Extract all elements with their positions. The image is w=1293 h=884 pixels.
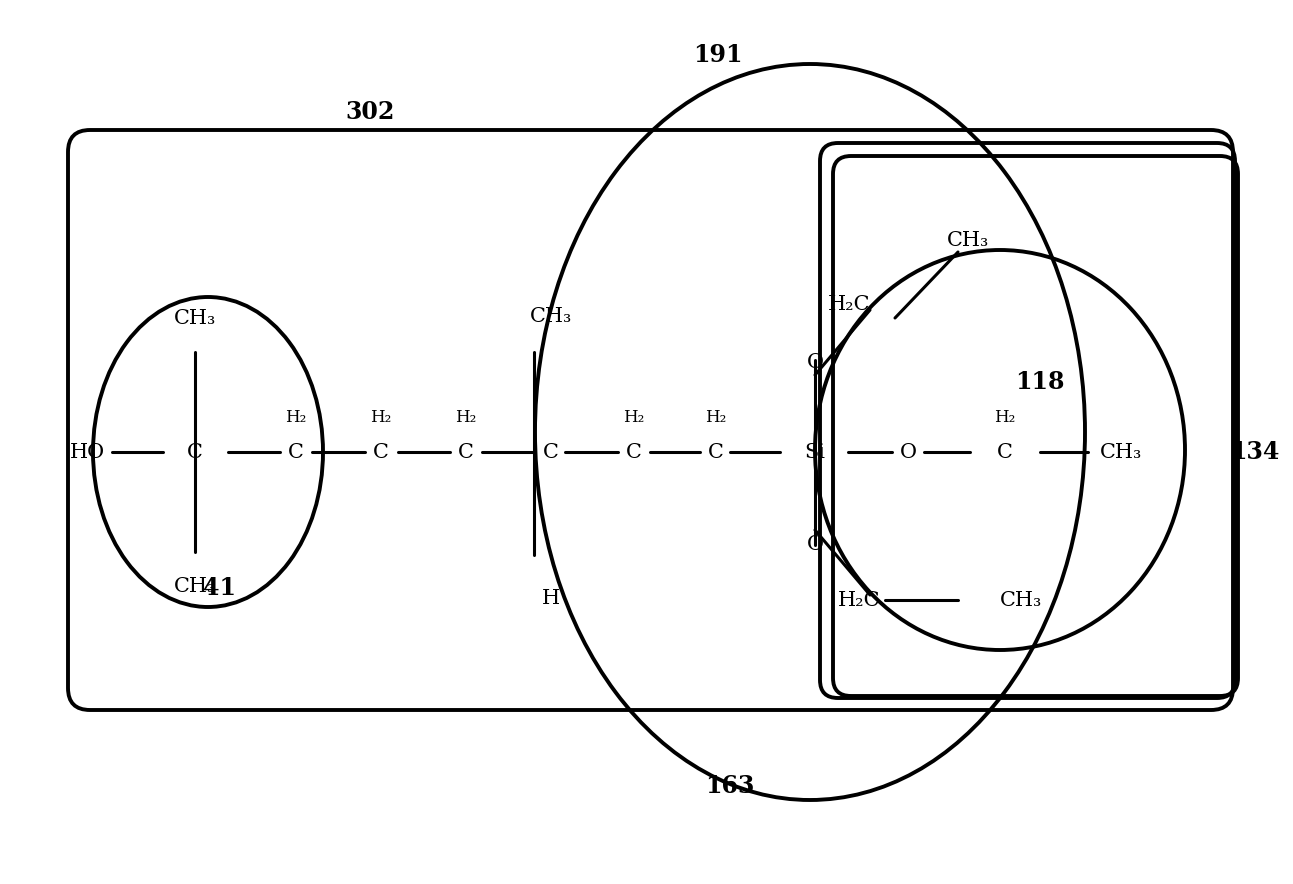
Text: C: C [374, 443, 389, 461]
Text: CH₃: CH₃ [173, 576, 216, 596]
Text: H₂: H₂ [706, 409, 727, 426]
Text: H₂: H₂ [455, 409, 477, 426]
Text: CH₃: CH₃ [1100, 443, 1142, 461]
Text: CH₃: CH₃ [530, 307, 572, 325]
Text: 41: 41 [203, 576, 237, 600]
Text: H₂C: H₂C [828, 295, 870, 315]
Text: 134: 134 [1231, 440, 1280, 464]
Text: 118: 118 [1015, 370, 1064, 394]
Text: C: C [288, 443, 304, 461]
Text: H₂: H₂ [370, 409, 392, 426]
Text: C: C [458, 443, 475, 461]
Text: C: C [997, 443, 1012, 461]
Text: CH₃: CH₃ [173, 309, 216, 327]
Text: H₂: H₂ [286, 409, 306, 426]
Text: O: O [807, 353, 824, 371]
Text: C: C [543, 443, 559, 461]
Text: C: C [187, 443, 203, 461]
Text: 163: 163 [705, 774, 755, 798]
Text: H₂C: H₂C [838, 591, 881, 609]
Text: C: C [709, 443, 724, 461]
Text: CH₃: CH₃ [999, 591, 1042, 609]
Text: 302: 302 [345, 100, 394, 124]
Text: HO: HO [70, 443, 105, 461]
Text: 191: 191 [693, 43, 742, 67]
Text: Si: Si [804, 443, 825, 461]
Text: H: H [542, 589, 560, 607]
Text: O: O [900, 443, 917, 461]
Text: H₂: H₂ [623, 409, 645, 426]
Text: O: O [807, 536, 824, 554]
Text: CH₃: CH₃ [946, 231, 989, 249]
Text: H₂: H₂ [994, 409, 1015, 426]
Text: C: C [626, 443, 641, 461]
